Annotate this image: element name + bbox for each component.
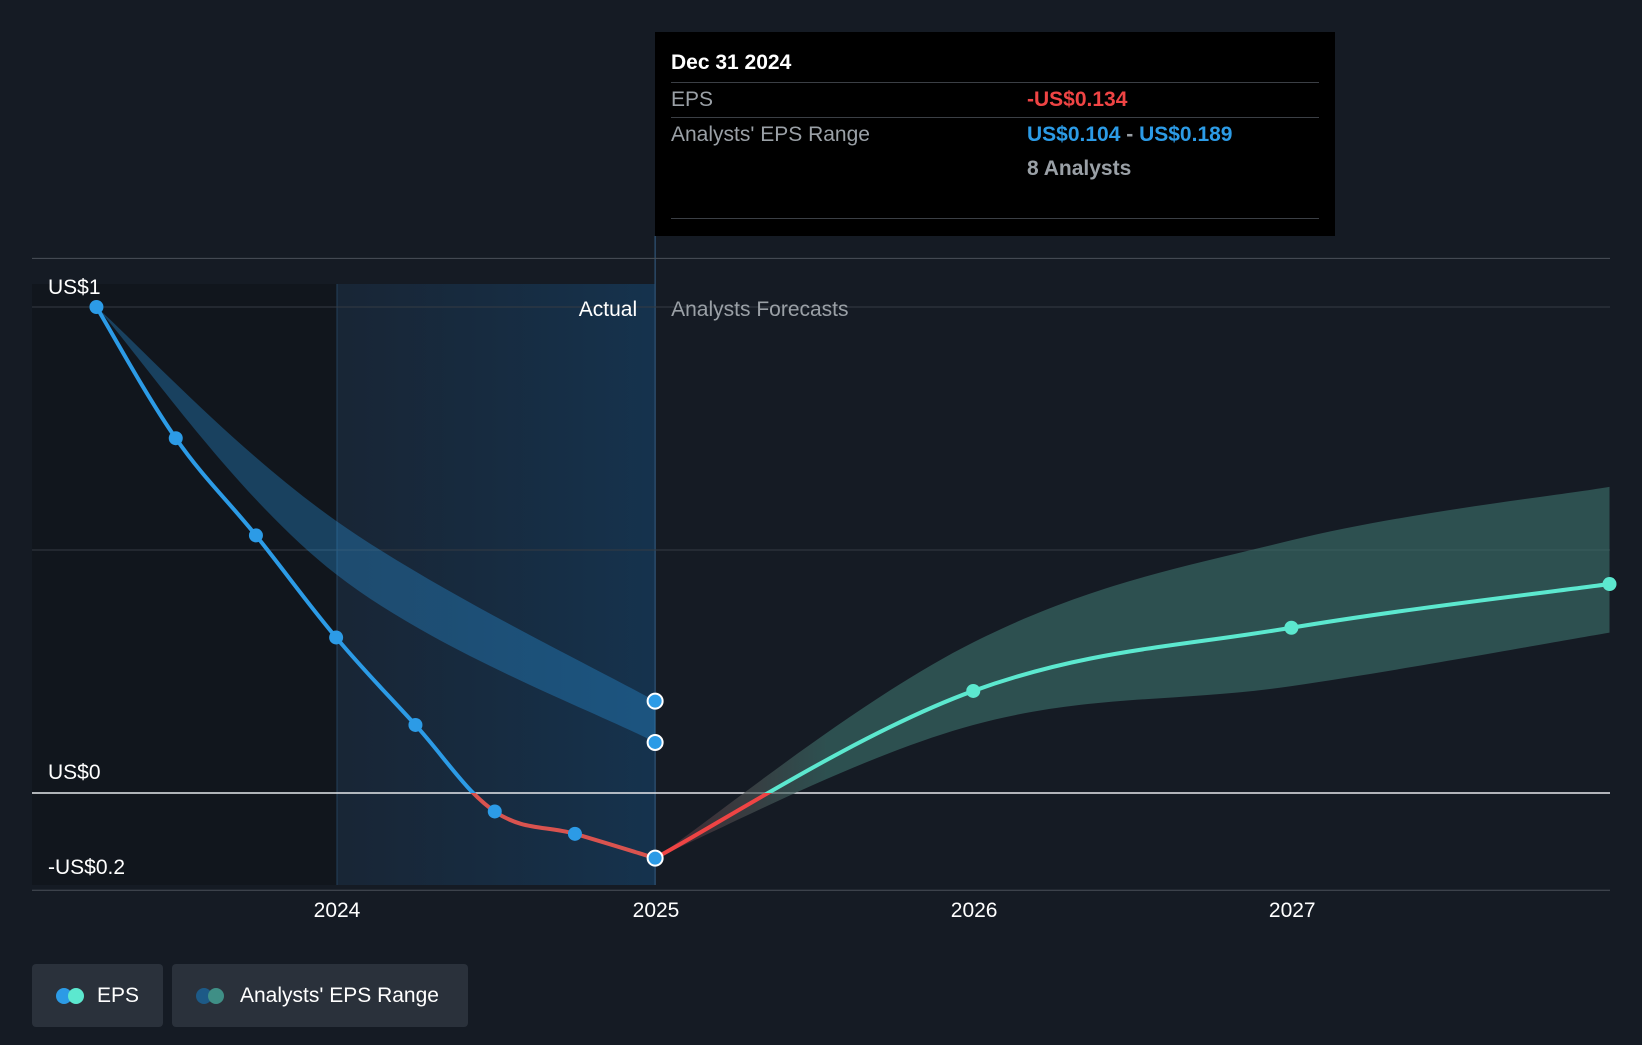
tooltip-range-value: US$0.104 - US$0.189 xyxy=(1027,118,1232,152)
range-high-point xyxy=(646,692,664,710)
tooltip-analysts: 8 Analysts xyxy=(1027,157,1132,180)
eps-point xyxy=(89,300,104,314)
eps-forecast-point xyxy=(1602,577,1617,592)
analyst-range-actual-band xyxy=(96,307,656,743)
eps-point xyxy=(248,528,263,543)
x-tick-label: 2026 xyxy=(951,899,998,922)
tooltip-analysts-row: 8 Analysts xyxy=(671,152,1319,186)
y-axis-label: US$0 xyxy=(48,761,101,784)
eps-point xyxy=(567,826,582,841)
tooltip-range-sep: - xyxy=(1120,123,1140,146)
tooltip-range-label: Analysts' EPS Range xyxy=(671,123,870,146)
eps-point xyxy=(329,630,344,645)
y-axis-label: US$1 xyxy=(48,276,101,299)
legend-eps-label: EPS xyxy=(96,983,139,1007)
eps-actual-negative-line xyxy=(470,793,656,861)
legend-eps-button[interactable]: EPS xyxy=(32,964,163,1027)
legend-range-button[interactable]: Analysts' EPS Range xyxy=(172,964,468,1027)
x-tick-label: 2025 xyxy=(633,899,680,922)
tooltip-range-high: US$0.189 xyxy=(1139,123,1233,146)
eps-point xyxy=(646,849,664,867)
legend-range-label: Analysts' EPS Range xyxy=(240,983,439,1007)
tooltip-range-low: US$0.104 xyxy=(1027,123,1121,146)
tooltip-divider xyxy=(671,218,1319,219)
tooltip-eps-row: EPS -US$0.134 xyxy=(671,82,1319,117)
tooltip-eps-label: EPS xyxy=(671,88,714,111)
actual-section-label: Actual xyxy=(579,298,637,321)
eps-forecast-point xyxy=(1284,620,1299,635)
pre-2024-shade xyxy=(32,284,337,885)
eps-forecast-point xyxy=(966,683,981,698)
x-tick-label: 2024 xyxy=(314,899,361,922)
eps-legend-icon xyxy=(56,987,84,1004)
tooltip-eps-value: -US$0.134 xyxy=(1027,88,1128,111)
y-axis-label: -US$0.2 xyxy=(48,856,125,879)
tooltip-range-row: Analysts' EPS Range US$0.104 - US$0.189 xyxy=(671,117,1319,152)
eps-forecast-line xyxy=(763,582,1610,793)
tooltip-date: Dec 31 2024 xyxy=(671,51,792,74)
tooltip: Dec 31 2024 EPS -US$0.134 Analysts' EPS … xyxy=(655,32,1335,236)
eps-point xyxy=(487,804,502,819)
eps-point xyxy=(168,431,183,446)
analyst-range-forecast-band xyxy=(655,486,1610,859)
range-legend-icon xyxy=(196,987,226,1004)
range-low-point xyxy=(646,733,664,751)
actual-period-shade xyxy=(337,284,656,885)
eps-point xyxy=(408,717,423,732)
forecast-section-label: Analysts Forecasts xyxy=(671,298,848,321)
x-tick-label: 2027 xyxy=(1269,899,1316,922)
